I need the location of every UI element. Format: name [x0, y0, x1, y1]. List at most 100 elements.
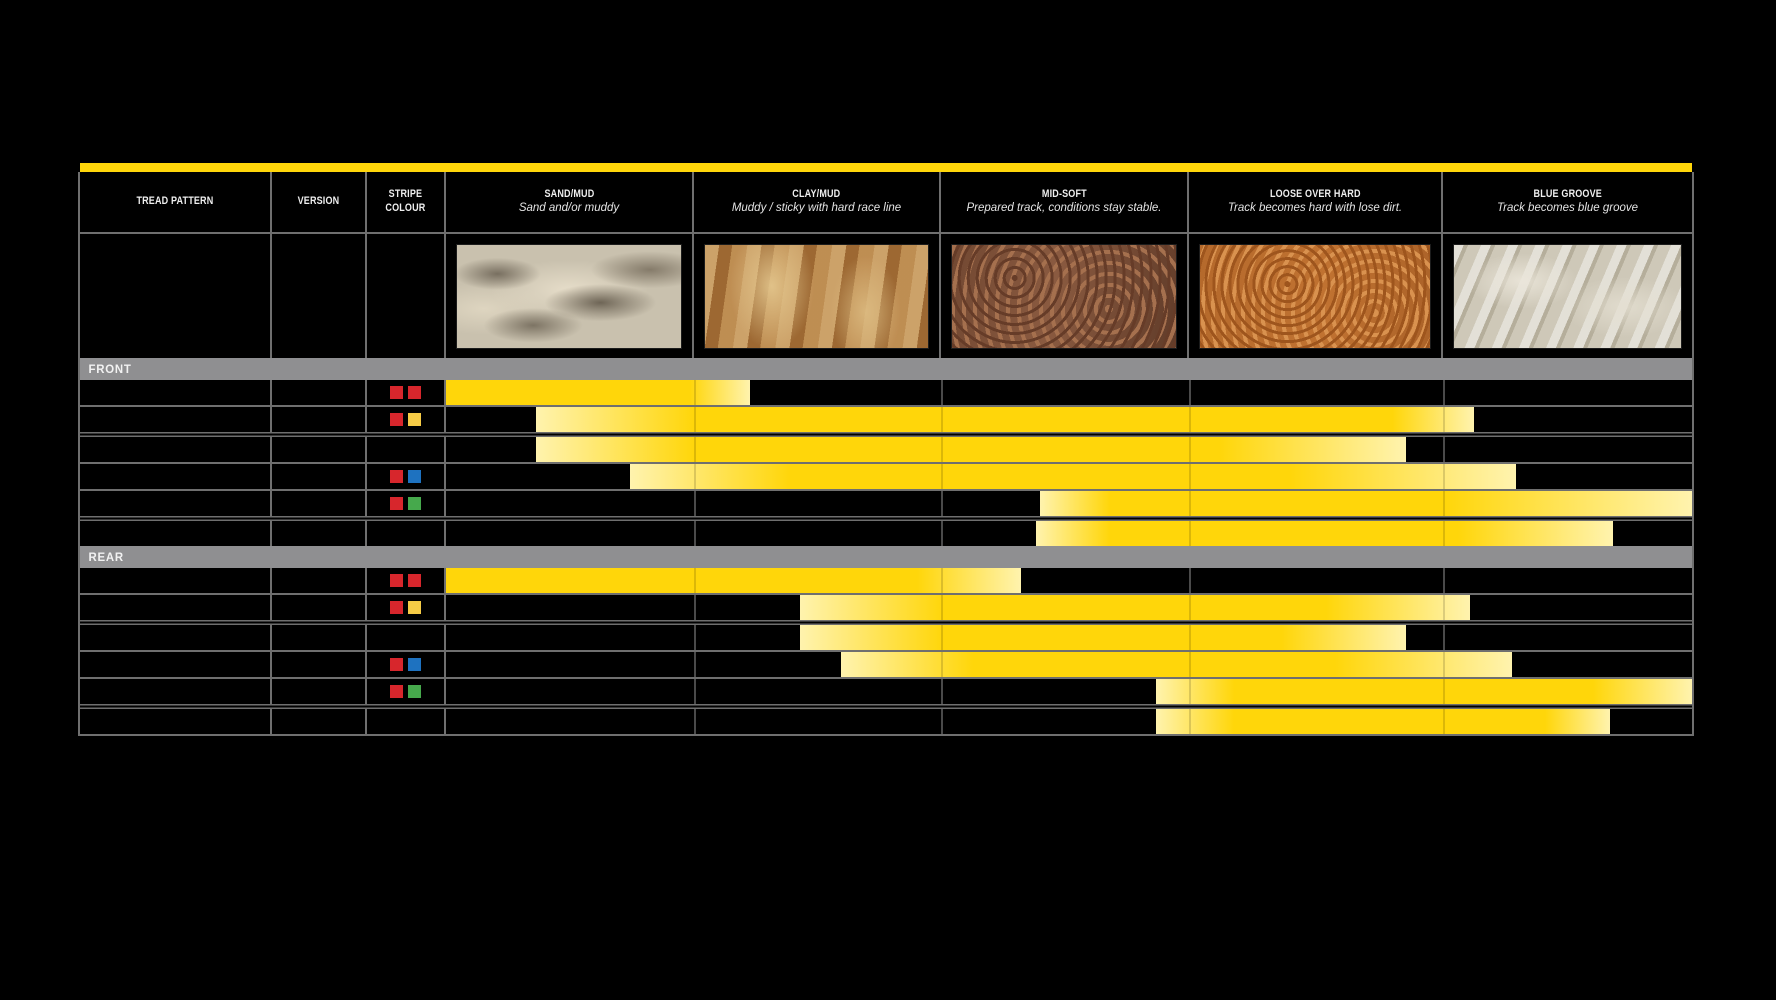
terrain-gridline — [694, 595, 696, 620]
terrain-gridline — [694, 491, 696, 516]
suitability-bar — [800, 625, 1406, 650]
terrain-gridline — [1189, 380, 1191, 405]
stripe-swatch-red — [390, 658, 403, 671]
terrain-gridline — [1189, 568, 1191, 593]
terrain-gridline-overlay — [941, 625, 943, 650]
header-cell-bluegroove: BLUE GROOVE Track becomes blue groove — [1443, 172, 1692, 232]
terrain-gridline-overlay — [1189, 521, 1191, 546]
terrain-gridline-overlay — [1189, 380, 1191, 405]
stripe-colour-cell — [367, 521, 446, 546]
terrain-gridline-overlay — [1189, 491, 1191, 516]
version-cell — [272, 437, 367, 462]
terrain-gridline-overlay — [694, 595, 696, 620]
terrain-gridline-overlay — [1189, 568, 1191, 593]
terrain-gridline-overlay — [941, 437, 943, 462]
column-subtitle: Sand and/or muddy — [518, 202, 620, 215]
terrain-gridline-overlay — [1189, 625, 1191, 650]
terrain-gridline-overlay — [1443, 625, 1445, 650]
suitability-bar-zone — [446, 652, 1692, 677]
terrain-gridline — [1443, 625, 1445, 650]
photo-cell-tread — [80, 234, 272, 358]
stripe-colour-cell — [367, 595, 446, 620]
column-subtitle: Track becomes hard with lose dirt. — [1227, 202, 1403, 215]
table-frame: TREAD PATTERN VERSION STRIPE COLOUR SAND/MU… — [78, 172, 1694, 736]
tread-pattern-cell — [80, 709, 272, 734]
tread-pattern-cell — [80, 407, 272, 432]
stripe-colour-cell — [367, 380, 446, 405]
terrain-gridline-overlay — [1443, 709, 1445, 734]
stripe-colour-cell — [367, 407, 446, 432]
terrain-gridline-overlay — [1189, 595, 1191, 620]
stripe-swatch-red — [408, 574, 421, 587]
column-subtitle: Muddy / sticky with hard race line — [731, 202, 902, 215]
terrain-gridline — [694, 625, 696, 650]
suitability-bar — [536, 407, 1474, 432]
version-cell — [272, 625, 367, 650]
stripe-colour-cell — [367, 709, 446, 734]
table-row — [80, 407, 1692, 432]
stripe-swatch-yellow — [408, 413, 421, 426]
tread-pattern-cell — [80, 521, 272, 546]
row-separator — [80, 462, 1692, 464]
photo-cell-version — [272, 234, 367, 358]
terrain-gridline-overlay — [694, 380, 696, 405]
suitability-bar — [1156, 709, 1610, 734]
terrain-gridline-overlay — [1443, 380, 1445, 405]
suitability-bar — [446, 380, 750, 405]
tyre-selection-table: TREAD PATTERN VERSION STRIPE COLOUR SAND/MU… — [78, 163, 1694, 736]
terrain-gridline-overlay — [941, 652, 943, 677]
stripe-colour-cell — [367, 625, 446, 650]
header-cell-stripe: STRIPE COLOUR — [367, 172, 446, 232]
terrain-gridline-overlay — [941, 464, 943, 489]
suitability-bar — [1156, 679, 1692, 704]
column-title: BLUE GROOVE — [1533, 187, 1602, 200]
suitability-bar-zone — [446, 625, 1692, 650]
table-row — [80, 491, 1692, 516]
sand-terrain-photo — [456, 244, 682, 349]
terrain-gridline — [941, 521, 943, 546]
photo-cell-stripe — [367, 234, 446, 358]
terrain-gridline — [941, 380, 943, 405]
tread-pattern-cell — [80, 464, 272, 489]
terrain-gridline-overlay — [941, 380, 943, 405]
suitability-bar — [1036, 521, 1613, 546]
photo-cell-loose — [1189, 234, 1443, 358]
bluegroove-terrain-photo — [1453, 244, 1682, 349]
section-band-rear: REAR — [80, 546, 1692, 568]
suitability-bar — [800, 595, 1470, 620]
terrain-gridline-overlay — [1443, 568, 1445, 593]
tread-pattern-cell — [80, 568, 272, 593]
terrain-gridline — [694, 709, 696, 734]
column-title: TREAD PATTERN — [136, 195, 214, 208]
terrain-gridline-overlay — [1443, 679, 1445, 704]
column-title: SAND/MUD — [544, 187, 594, 200]
terrain-gridline — [1443, 380, 1445, 405]
terrain-gridline-overlay — [1443, 521, 1445, 546]
version-cell — [272, 595, 367, 620]
terrain-gridline-overlay — [941, 407, 943, 432]
stripe-swatch-blue — [408, 470, 421, 483]
suitability-bar — [841, 652, 1512, 677]
suitability-bar — [536, 437, 1406, 462]
column-subtitle: Prepared track, conditions stay stable. — [966, 202, 1162, 215]
suitability-bar-zone — [446, 380, 1692, 405]
suitability-bar — [1040, 491, 1692, 516]
terrain-gridline-overlay — [694, 652, 696, 677]
stripe-swatch-blue — [408, 658, 421, 671]
stripe-swatch-red — [390, 497, 403, 510]
stripe-swatch-yellow — [408, 601, 421, 614]
suitability-bar-zone — [446, 407, 1692, 432]
table-row — [80, 380, 1692, 405]
section-band-front: FRONT — [80, 358, 1692, 380]
header-cell-tread: TREAD PATTERN — [80, 172, 272, 232]
terrain-gridline — [694, 521, 696, 546]
stripe-swatch-red — [390, 574, 403, 587]
tread-pattern-cell — [80, 491, 272, 516]
stripe-colour-cell — [367, 652, 446, 677]
row-separator — [80, 489, 1692, 491]
suitability-bar — [446, 568, 1021, 593]
column-title: VERSION — [297, 195, 340, 208]
terrain-gridline-overlay — [1443, 407, 1445, 432]
version-cell — [272, 464, 367, 489]
